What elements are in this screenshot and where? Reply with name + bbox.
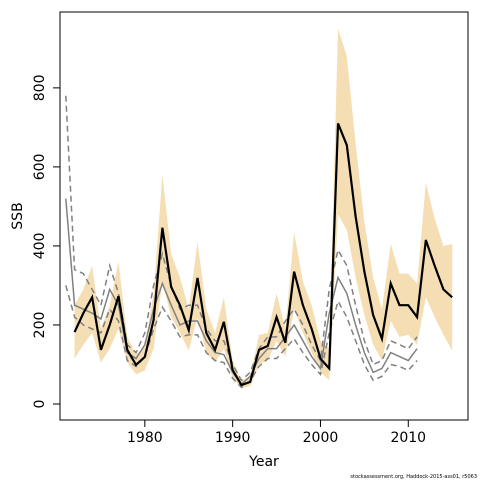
y-tick-label: 800	[32, 75, 48, 102]
y-axis-label: SSB	[10, 202, 26, 229]
y-tick-label: 600	[32, 154, 48, 181]
footnote: stockassessment.org, Haddock-2015-ass01,…	[350, 474, 477, 480]
ssb-line	[73, 123, 453, 387]
previous-lower-line	[65, 285, 418, 389]
x-axis-label: Year	[248, 454, 279, 470]
y-tick-label: 400	[32, 233, 48, 260]
frame	[59, 11, 469, 421]
confidence-band	[74, 28, 453, 389]
y-tick-label: 0	[32, 400, 48, 409]
x-tick-label: 2010	[390, 430, 426, 446]
y-tick-label: 200	[32, 312, 48, 339]
x-tick-label: 1980	[127, 430, 163, 446]
plot-area	[65, 28, 453, 389]
x-tick-label: 1990	[215, 430, 251, 446]
x-tick-label: 2000	[303, 430, 339, 446]
